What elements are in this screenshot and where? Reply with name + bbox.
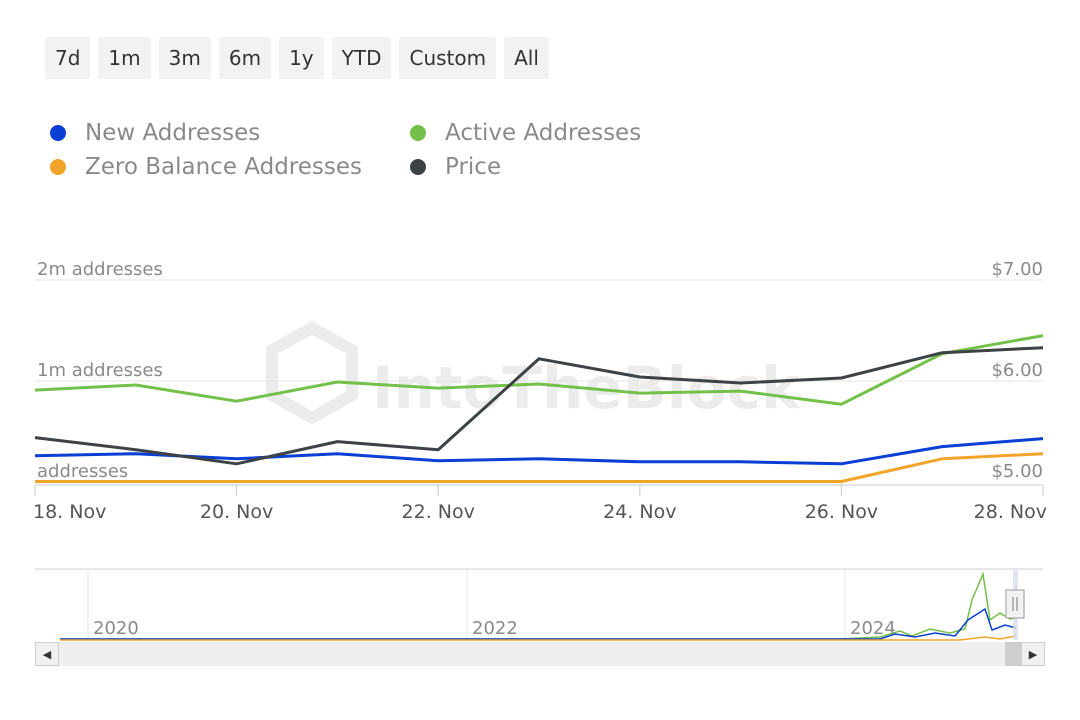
range-button-6m[interactable]: 6m	[218, 37, 272, 79]
navigator-year-label: 2022	[472, 618, 518, 639]
legend-dot-icon	[50, 125, 66, 141]
series-line-price	[34, 346, 1044, 466]
x-tick-label: 18. Nov	[33, 501, 106, 523]
x-axis-ticks: 18. Nov 20. Nov 22. Nov 24. Nov 26. Nov 28. N…	[33, 485, 1047, 523]
y-left-tick-label: 1m addresses	[37, 360, 163, 381]
scroll-right-button[interactable]: ▶	[1021, 642, 1045, 666]
navigator-year-label: 2020	[93, 618, 139, 639]
scroll-left-button[interactable]: ◀	[35, 642, 59, 666]
range-button-7d[interactable]: 7d	[45, 37, 91, 79]
chart-legend: New Addresses Active Addresses Zero Balanc…	[50, 118, 690, 182]
range-button-ytd[interactable]: YTD	[331, 37, 392, 79]
x-tick-label: 26. Nov	[805, 501, 878, 523]
x-tick-label: 28. Nov	[974, 501, 1047, 523]
navigator-year-label: 2024	[850, 618, 896, 639]
scrollbar-track[interactable]	[59, 642, 1021, 666]
navigator-handle[interactable]	[1005, 589, 1025, 619]
legend-label: Price	[445, 154, 502, 180]
series	[34, 334, 1044, 483]
y-right-tick-label: $7.00	[991, 259, 1043, 280]
legend-item-new-addresses[interactable]: New Addresses	[50, 118, 410, 148]
watermark: IntoTheBlock	[266, 321, 801, 425]
y-right-tick-label: $5.00	[991, 461, 1043, 482]
legend-item-price[interactable]: Price	[410, 152, 690, 182]
x-tick-label: 22. Nov	[402, 501, 475, 523]
range-button-all[interactable]: All	[504, 37, 549, 79]
navigator-new-line	[60, 607, 1017, 640]
range-selector: 7d 1m 3m 6m 1y YTD Custom All	[45, 37, 549, 79]
legend-label: Active Addresses	[445, 120, 642, 146]
grid	[35, 279, 1043, 382]
x-tick-label: 20. Nov	[200, 501, 273, 523]
watermark-logo-icon	[266, 321, 358, 425]
navigator: 2020 2022 2024	[35, 568, 1043, 641]
series-line-active-addresses	[34, 334, 1044, 406]
range-button-1m[interactable]: 1m	[98, 37, 151, 79]
y-right-tick-label: $6.00	[991, 360, 1043, 381]
scrollbar-thumb[interactable]	[1005, 642, 1021, 666]
legend-label: New Addresses	[85, 120, 261, 146]
navigator-zero-line	[60, 635, 1017, 641]
legend-label: Zero Balance Addresses	[85, 154, 363, 180]
legend-item-zero-balance-addresses[interactable]: Zero Balance Addresses	[50, 152, 410, 182]
legend-item-active-addresses[interactable]: Active Addresses	[410, 118, 690, 148]
range-button-1y[interactable]: 1y	[279, 37, 324, 79]
legend-dot-icon	[410, 125, 426, 141]
legend-dot-icon	[410, 159, 426, 175]
series-line-new-addresses	[34, 437, 1044, 466]
y-left-tick-label: 2m addresses	[37, 259, 163, 280]
y-left-tick-label: addresses	[37, 461, 128, 482]
legend-dot-icon	[50, 159, 66, 175]
x-tick-label: 24. Nov	[603, 501, 676, 523]
range-button-3m[interactable]: 3m	[158, 37, 211, 79]
series-line-zero-balance-addresses	[35, 452, 1044, 483]
axes: 2m addresses 1m addresses addresses $7.00 $6…	[35, 259, 1043, 486]
navigator-active-line	[60, 571, 1017, 640]
range-button-custom[interactable]: Custom	[399, 37, 497, 79]
